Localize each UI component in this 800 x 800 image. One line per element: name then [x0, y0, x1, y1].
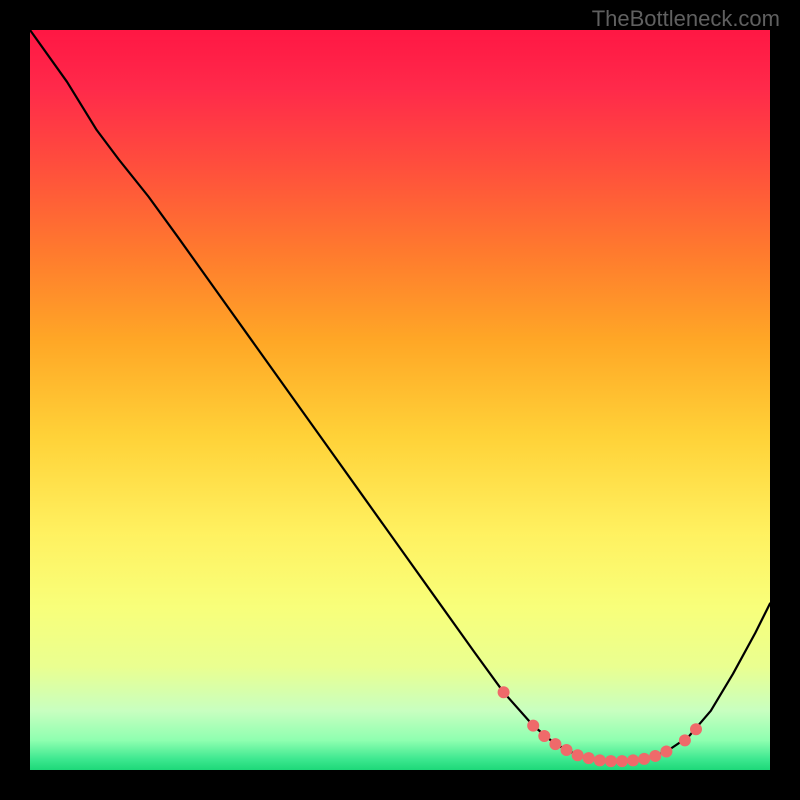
curve-marker [605, 755, 617, 767]
curve-marker [538, 730, 550, 742]
bottleneck-curve [30, 30, 770, 770]
curve-marker [690, 723, 702, 735]
curve-marker [616, 755, 628, 767]
curve-marker [561, 744, 573, 756]
curve-marker [527, 720, 539, 732]
curve-marker [572, 749, 584, 761]
curve-marker [498, 686, 510, 698]
curve-marker [638, 753, 650, 765]
curve-marker [649, 750, 661, 762]
curve-marker [549, 738, 561, 750]
curve-marker [660, 746, 672, 758]
curve-marker [627, 754, 639, 766]
curve-marker [679, 734, 691, 746]
curve-line [30, 30, 770, 761]
curve-marker [583, 752, 595, 764]
watermark-text: TheBottleneck.com [592, 6, 780, 32]
curve-markers [498, 686, 702, 767]
curve-marker [594, 754, 606, 766]
plot-area [30, 30, 770, 770]
